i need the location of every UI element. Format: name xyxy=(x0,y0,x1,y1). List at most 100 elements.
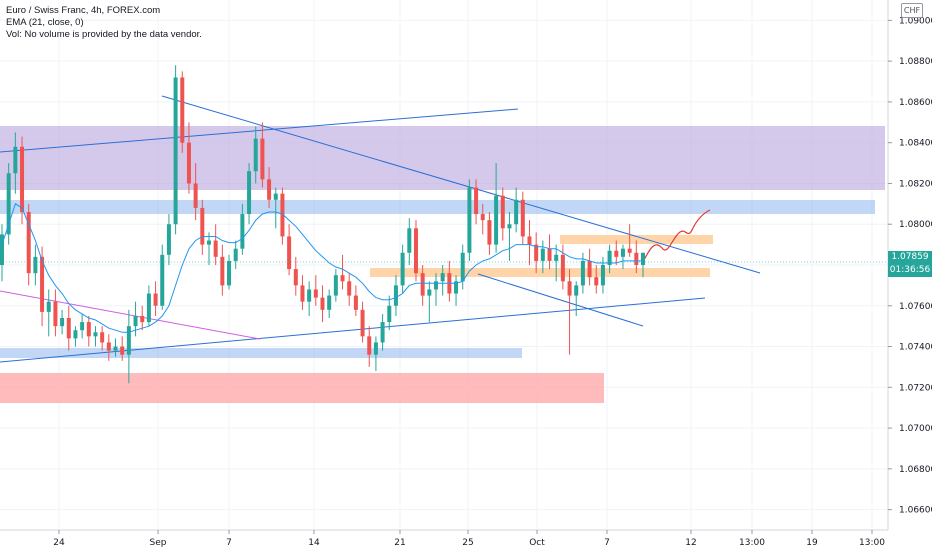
candle xyxy=(600,256,605,294)
candle xyxy=(474,179,479,225)
candle-body xyxy=(614,250,619,257)
candle xyxy=(213,224,218,265)
candle-body xyxy=(227,260,232,286)
candle-body xyxy=(186,142,191,184)
candle xyxy=(113,338,118,357)
candle xyxy=(320,285,325,323)
candle-body xyxy=(600,265,605,286)
candle-body xyxy=(427,289,432,296)
candle-body xyxy=(33,256,38,274)
candle xyxy=(554,244,559,282)
candle-body xyxy=(100,332,105,343)
candle-body xyxy=(220,256,225,286)
candle xyxy=(153,281,158,316)
time-tick-label: 25 xyxy=(462,538,473,548)
candle xyxy=(547,234,552,270)
candle xyxy=(534,232,539,274)
candle xyxy=(500,187,505,241)
candle xyxy=(614,240,619,265)
time-tick-label: 13:00 xyxy=(739,538,765,548)
candle-body xyxy=(400,252,405,286)
symbol-title: Euro / Swiss Franc, 4h, FOREX.com xyxy=(6,5,161,16)
candle xyxy=(80,313,85,339)
candle-body xyxy=(320,297,325,310)
candle-body xyxy=(93,332,98,337)
candle-body xyxy=(474,187,479,215)
candle-body xyxy=(527,236,532,245)
candle xyxy=(180,71,185,153)
price-tick-label: 1.08200 xyxy=(899,179,932,189)
candle xyxy=(407,218,412,265)
candle-body xyxy=(180,77,185,143)
candle xyxy=(13,132,18,194)
candle xyxy=(273,187,278,229)
currency-badge[interactable]: CHF xyxy=(901,3,923,18)
candle xyxy=(400,244,405,294)
candle-body xyxy=(40,256,45,312)
candle-body xyxy=(166,224,171,255)
candle-body xyxy=(333,275,338,296)
candle-body xyxy=(80,322,85,331)
candle-body xyxy=(480,214,485,221)
candle-body xyxy=(567,281,572,296)
price-tick-label: 1.08400 xyxy=(899,139,932,149)
candle-body xyxy=(594,277,599,286)
candle-body xyxy=(407,228,412,253)
support-zone-red xyxy=(0,373,604,403)
candle xyxy=(567,269,572,355)
candle-body xyxy=(434,281,439,290)
time-tick-label: 19 xyxy=(806,538,818,548)
candle xyxy=(307,281,312,316)
candle-body xyxy=(146,293,151,323)
ema-indicator-label[interactable]: EMA (21, close, 0) xyxy=(6,17,84,28)
candle-body xyxy=(66,318,71,339)
last-price-tag: 1.07859 xyxy=(888,251,932,264)
candle-body xyxy=(173,77,178,225)
candle xyxy=(300,275,305,310)
candle-body xyxy=(273,193,278,200)
candle-body xyxy=(387,305,392,323)
candle xyxy=(634,240,639,274)
candle xyxy=(193,163,198,221)
candle xyxy=(186,122,191,194)
grid xyxy=(0,0,888,530)
range-zone-orange xyxy=(370,268,710,277)
candle-body xyxy=(267,179,272,200)
candle xyxy=(287,224,292,276)
candle-body xyxy=(113,346,118,351)
candle xyxy=(247,163,252,225)
candle xyxy=(380,313,385,351)
candle-body xyxy=(460,252,465,282)
candle xyxy=(126,309,131,384)
candle xyxy=(40,246,45,327)
candle xyxy=(560,244,565,290)
candle-body xyxy=(353,295,358,310)
candle-body xyxy=(500,195,505,229)
candle-body xyxy=(540,248,545,261)
candle-body xyxy=(534,244,539,261)
candle xyxy=(327,289,332,318)
candle-body xyxy=(607,250,612,265)
volume-note: Vol: No volume is provided by the data v… xyxy=(6,29,202,40)
candle-body xyxy=(454,281,459,294)
candle-body xyxy=(574,285,579,296)
candle xyxy=(627,224,632,257)
candle-body xyxy=(206,240,211,245)
candle-body xyxy=(373,342,378,355)
price-tick-label: 1.07400 xyxy=(899,343,932,353)
candle xyxy=(33,244,38,286)
candle-body xyxy=(620,248,625,257)
candle xyxy=(427,281,432,323)
price-tick-label: 1.08800 xyxy=(899,57,932,67)
candle xyxy=(220,244,225,296)
price-tick-label: 1.08000 xyxy=(899,220,932,230)
candle xyxy=(260,122,265,188)
time-axis[interactable]: 24 Sep 7 14 21 25 Oct 7 12 13:00 19 13:00 xyxy=(53,530,885,548)
candle xyxy=(206,232,211,265)
time-tick-label: 14 xyxy=(308,538,320,548)
candle xyxy=(520,191,525,245)
candle-body xyxy=(287,236,292,270)
time-tick-label: 7 xyxy=(604,538,610,548)
price-tick-label: 1.07200 xyxy=(899,383,932,393)
